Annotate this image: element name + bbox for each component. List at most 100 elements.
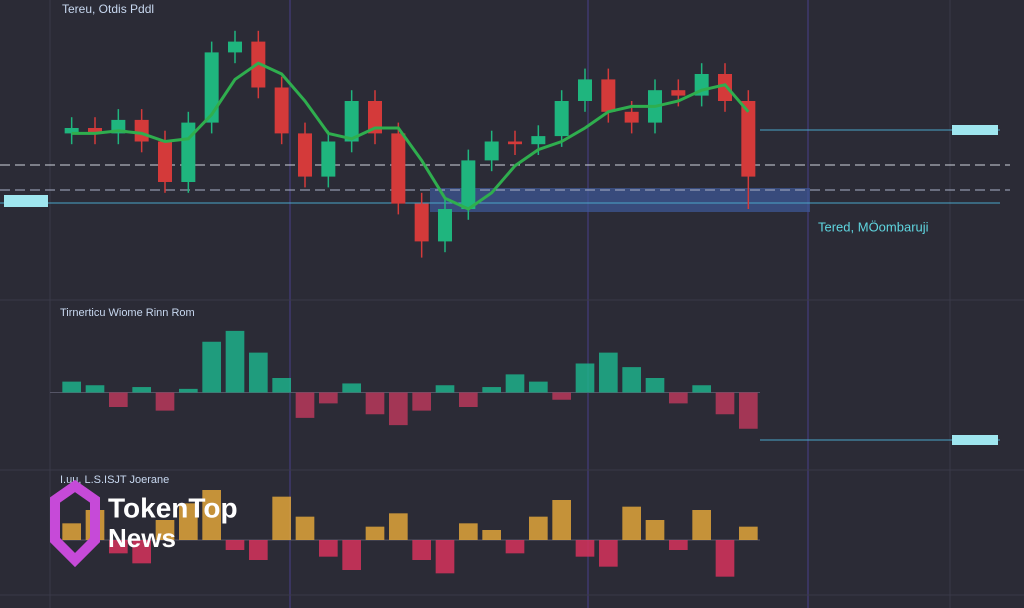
bar	[622, 506, 641, 540]
annotation: Tered, MÖombaruji	[818, 219, 929, 234]
watermark: TokenTop News	[50, 479, 238, 568]
bar	[202, 490, 221, 540]
bar	[575, 363, 595, 393]
candle-body	[671, 90, 686, 96]
chart-title: Tereu, Otdis Pddl	[62, 2, 154, 16]
bar	[552, 392, 571, 400]
bar	[225, 540, 245, 550]
candle-body	[624, 111, 639, 123]
panel-title: Tirnerticu Wiome Rinn Rom	[60, 307, 195, 319]
bar	[669, 392, 688, 404]
bar	[365, 392, 385, 415]
bar	[669, 540, 688, 550]
bar	[342, 383, 361, 393]
bar	[249, 352, 268, 393]
bar	[365, 526, 385, 540]
panel-title: I.uu, L.S.ISJT Joerane	[60, 474, 169, 486]
bar	[739, 392, 758, 429]
bar	[272, 378, 291, 393]
bar	[109, 540, 128, 554]
candle-body	[414, 203, 429, 242]
bar	[575, 540, 595, 557]
candle-body	[578, 79, 592, 101]
bar	[529, 516, 548, 540]
highlight-band	[430, 188, 810, 212]
bar	[155, 392, 175, 411]
bar	[552, 500, 571, 540]
price-tag	[952, 435, 998, 445]
bar	[62, 523, 81, 540]
candle-body	[298, 133, 312, 177]
moving-average	[71, 61, 750, 211]
bar	[482, 387, 501, 393]
bar	[622, 367, 641, 393]
bar	[295, 392, 315, 418]
bar	[202, 341, 221, 393]
bar	[692, 385, 711, 393]
bar	[645, 378, 665, 393]
bar	[459, 392, 478, 407]
candle-body	[321, 141, 336, 177]
bar	[342, 540, 361, 570]
bar	[132, 540, 151, 564]
bar	[482, 530, 501, 540]
bar	[692, 510, 711, 540]
candle-body	[438, 209, 452, 242]
bar	[599, 540, 618, 567]
candle-body	[741, 101, 756, 177]
bar	[272, 496, 291, 540]
candle-body	[508, 141, 522, 145]
bar	[739, 526, 758, 540]
bar	[459, 523, 478, 540]
candle-body	[391, 133, 406, 204]
candle-body	[228, 41, 242, 53]
candle-body	[718, 74, 732, 101]
candle-body	[601, 79, 616, 112]
candle-body	[204, 52, 219, 123]
bar	[319, 540, 338, 557]
candle-body	[531, 136, 546, 145]
bar	[85, 385, 105, 393]
bar	[529, 381, 548, 393]
candle-body	[368, 101, 382, 134]
bar	[179, 388, 198, 393]
bar	[319, 392, 338, 404]
bar	[155, 520, 175, 540]
candle-body	[461, 160, 476, 209]
candle-body	[158, 141, 172, 182]
bar	[295, 516, 315, 540]
brand-sub: News	[108, 523, 176, 553]
bar	[132, 387, 151, 393]
candle-body	[88, 128, 102, 134]
candle-body	[64, 128, 79, 134]
bar	[412, 392, 431, 411]
brand: TokenTop	[108, 492, 238, 523]
candle-body	[274, 87, 289, 134]
price-tag	[4, 195, 48, 207]
bar	[505, 374, 525, 393]
bar	[412, 540, 431, 560]
candle-body	[134, 119, 149, 142]
bar	[62, 381, 81, 393]
bar	[389, 513, 408, 540]
bar	[599, 352, 618, 393]
candle-body	[344, 101, 359, 142]
logo	[50, 479, 100, 568]
candle-body	[554, 101, 569, 137]
candle-body	[181, 122, 196, 182]
price-tag	[952, 125, 998, 135]
bar	[225, 330, 245, 393]
bar	[645, 520, 665, 540]
bar	[715, 540, 735, 577]
bar	[505, 540, 525, 554]
candle-body	[484, 141, 499, 161]
bar	[109, 392, 128, 407]
bar	[389, 392, 408, 426]
bar	[435, 385, 455, 393]
bar	[715, 392, 735, 415]
bar	[435, 540, 455, 574]
